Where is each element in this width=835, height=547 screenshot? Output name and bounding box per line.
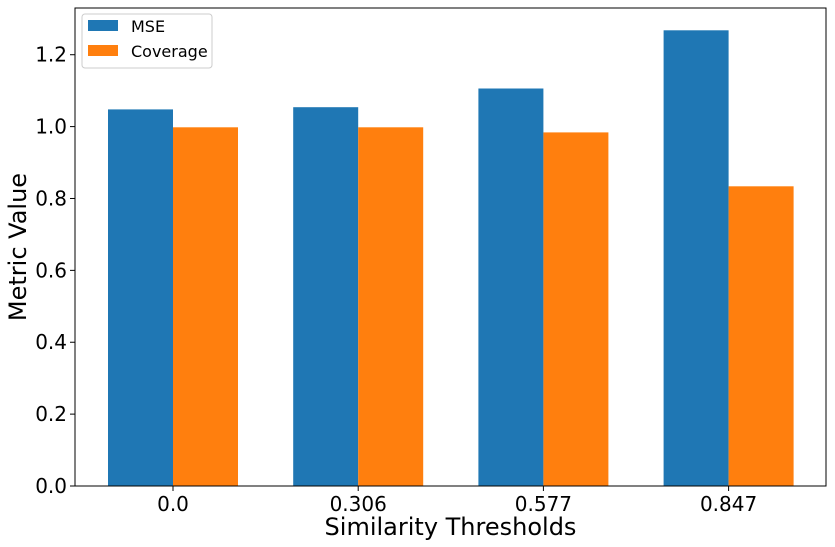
bar-mse-2 [478,88,544,486]
legend-swatch-mse [88,20,118,31]
bar-mse-0 [108,109,173,487]
bar-coverage-3 [728,186,794,487]
legend-swatch-coverage [88,45,118,56]
bar-coverage-2 [543,132,609,486]
x-tick-label: 0.847 [700,492,757,516]
legend-label-mse: MSE [131,17,165,36]
y-tick-label: 0.4 [35,330,67,354]
legend: MSE Coverage [81,13,213,69]
y-tick-label: 1.0 [35,115,67,139]
x-axis-label: Similarity Thresholds [325,513,577,541]
y-tick-label: 0.6 [35,258,67,282]
bars-group [108,30,794,487]
bar-coverage-0 [173,127,238,487]
x-tick-label: 0.306 [330,492,387,516]
bar-mse-1 [293,107,359,486]
bar-mse-3 [663,30,729,487]
x-axis-ticks: 0.0 0.306 0.577 0.847 [157,486,757,516]
x-tick-label: 0.0 [157,492,189,516]
y-tick-label: 0.0 [35,474,67,498]
y-tick-label: 0.8 [35,186,67,210]
bar-coverage-1 [358,127,424,487]
x-tick-label: 0.577 [515,492,572,516]
legend-label-coverage: Coverage [131,42,208,61]
y-tick-label: 1.2 [35,43,67,67]
y-axis-ticks: 0.0 0.2 0.4 0.6 0.8 1.0 1.2 [35,43,75,498]
y-tick-label: 0.2 [35,402,67,426]
plot-frame [74,7,827,487]
y-axis-label: Metric Value [4,173,32,321]
